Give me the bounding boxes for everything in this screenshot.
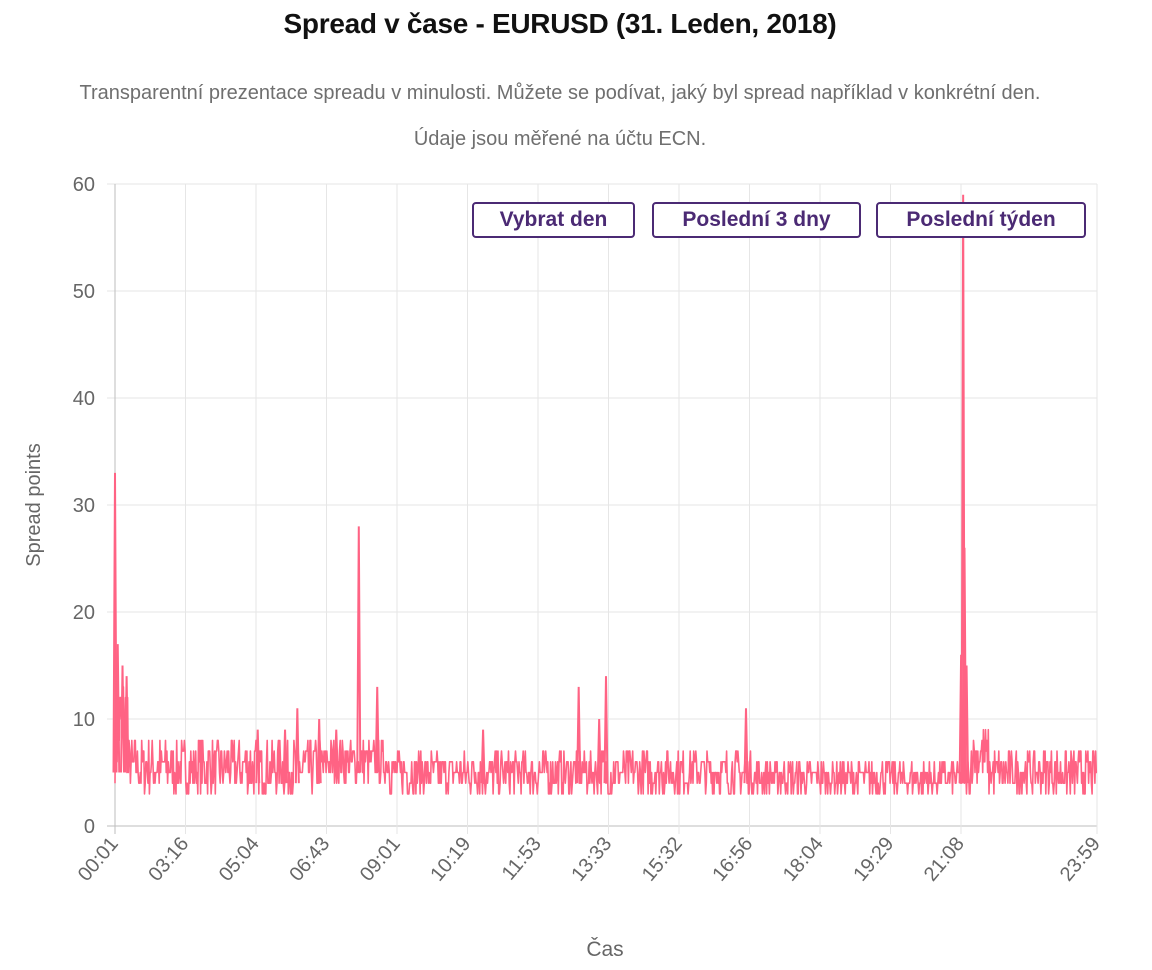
- spread-spike: [374, 686, 380, 773]
- x-tick-label: 16:56: [708, 833, 757, 885]
- spread-spike: [480, 729, 486, 784]
- x-tick-label: 11:53: [498, 833, 546, 884]
- x-tick-label: 00:01: [74, 833, 123, 885]
- series-spread: [112, 194, 1098, 795]
- spread-spike: [576, 686, 582, 784]
- y-tick-label: 10: [73, 709, 95, 731]
- spread-spike: [596, 718, 602, 784]
- select-day-button[interactable]: Vybrat den: [472, 202, 635, 238]
- x-axis-label: Čas: [586, 938, 623, 961]
- chart-title: Spread v čase - EURUSD (31. Leden, 2018): [283, 8, 837, 39]
- y-tick-label: 30: [73, 495, 95, 517]
- x-tick-label: 23:59: [1056, 833, 1105, 885]
- x-tick-label: 05:04: [215, 833, 264, 885]
- y-tick-label: 50: [73, 281, 95, 303]
- spread-spike: [115, 644, 121, 773]
- last-3-days-button[interactable]: Poslední 3 dny: [652, 202, 861, 238]
- x-tick-label: 18:04: [779, 833, 828, 885]
- x-tick-label: 09:01: [356, 833, 405, 885]
- spread-spike: [316, 718, 322, 784]
- spread-spike: [120, 665, 126, 773]
- y-tick-label: 60: [73, 174, 95, 196]
- spread-spike: [333, 729, 339, 773]
- x-tick-label: 13:33: [567, 833, 616, 885]
- last-week-button[interactable]: Poslední týden: [876, 202, 1086, 238]
- chart-subtitle: Transparentní prezentace spreadu v minul…: [79, 82, 1041, 150]
- y-tick-label: 40: [73, 388, 95, 410]
- spread-spike: [603, 676, 609, 784]
- spread-line: [114, 675, 1098, 795]
- x-tick-label: 10:19: [426, 833, 475, 885]
- y-axis-label: Spread points: [23, 443, 45, 566]
- spread-spike: [356, 526, 362, 773]
- x-tick-label: 03:16: [144, 833, 193, 885]
- y-tick-label: 0: [84, 816, 95, 838]
- spread-spike: [112, 472, 118, 773]
- y-tick-label: 20: [73, 602, 95, 624]
- spread-spike: [294, 708, 300, 784]
- x-tick-label: 19:29: [849, 833, 898, 885]
- grid: [107, 183, 1098, 834]
- spread-spike: [124, 676, 130, 773]
- spread-spike: [743, 708, 749, 784]
- x-tick-label: 06:43: [285, 833, 334, 885]
- x-tick-label: 15:32: [638, 833, 687, 885]
- x-tick-label: 21:08: [920, 833, 969, 885]
- spread-spike: [964, 665, 970, 784]
- spread-spike: [282, 729, 288, 784]
- spread-spike: [255, 729, 261, 784]
